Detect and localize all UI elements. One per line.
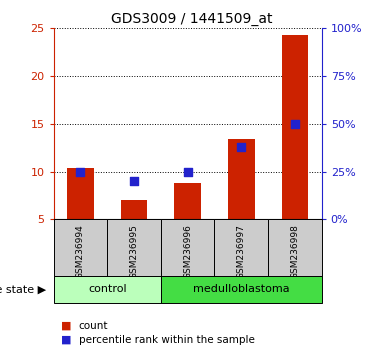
- Text: control: control: [88, 284, 126, 295]
- Text: GSM236998: GSM236998: [290, 224, 300, 279]
- Text: GSM236995: GSM236995: [129, 224, 139, 279]
- Text: ■: ■: [61, 335, 72, 345]
- Bar: [228, 139, 255, 219]
- Text: ■: ■: [61, 321, 72, 331]
- Bar: [214, 219, 268, 276]
- Text: GDS3009 / 1441509_at: GDS3009 / 1441509_at: [111, 12, 272, 27]
- Bar: [161, 219, 214, 276]
- Bar: [121, 200, 147, 219]
- Bar: [161, 276, 322, 303]
- Bar: [54, 276, 161, 303]
- Bar: [174, 183, 201, 219]
- Text: percentile rank within the sample: percentile rank within the sample: [79, 335, 254, 345]
- Bar: [282, 35, 308, 219]
- Bar: [67, 168, 94, 219]
- Bar: [107, 219, 161, 276]
- Point: [292, 121, 298, 127]
- Text: GSM236997: GSM236997: [237, 224, 246, 279]
- Bar: [54, 219, 107, 276]
- Text: medulloblastoma: medulloblastoma: [193, 284, 290, 295]
- Bar: [268, 219, 322, 276]
- Point: [185, 169, 191, 175]
- Point: [77, 169, 83, 175]
- Point: [131, 178, 137, 184]
- Text: disease state ▶: disease state ▶: [0, 284, 46, 295]
- Text: GSM236996: GSM236996: [183, 224, 192, 279]
- Text: GSM236994: GSM236994: [76, 224, 85, 279]
- Point: [238, 144, 244, 150]
- Text: count: count: [79, 321, 108, 331]
